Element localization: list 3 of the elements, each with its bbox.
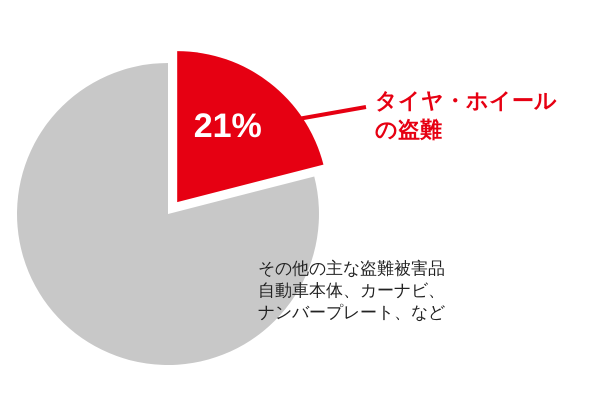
slice-label: タイヤ・ホイールの盗難	[375, 88, 558, 145]
data-label: 21%	[192, 106, 263, 147]
slice-label: その他の主な盗難被害品自動車本体、カーナビ、ナンバープレート、など	[258, 258, 446, 324]
